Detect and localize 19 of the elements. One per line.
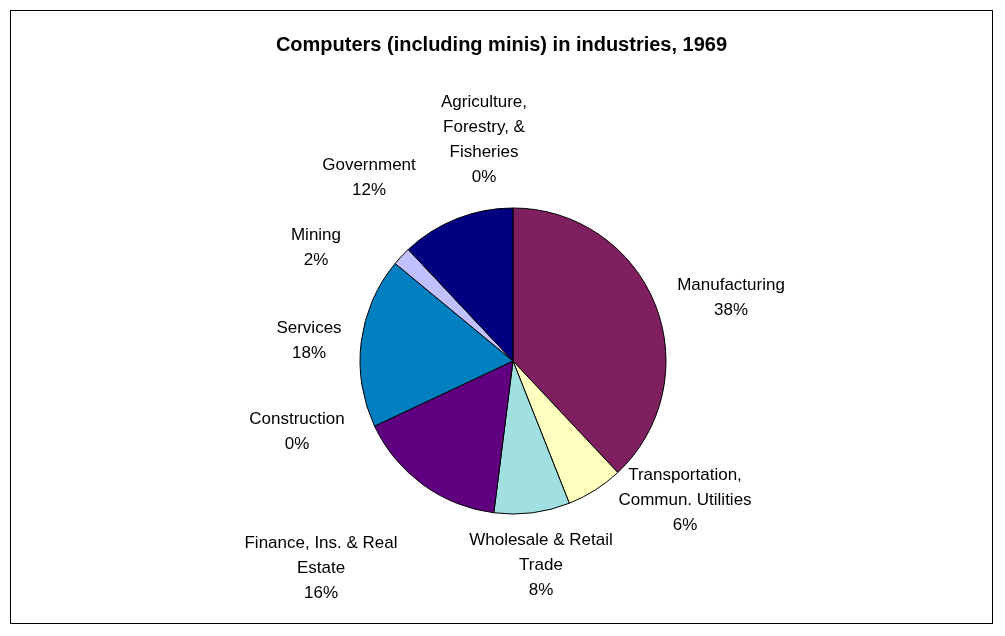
chart-title: Computers (including minis) in industries, 1969: [275, 33, 728, 55]
data-label: 12%: [351, 180, 387, 199]
slice-label: Services: [276, 318, 342, 337]
text: 0%: [284, 434, 310, 453]
slice-label: Manufacturing: [677, 275, 785, 294]
data-label: 6%: [672, 514, 698, 534]
slice-label: Government: [322, 155, 417, 174]
category-label: Construction: [249, 409, 345, 428]
data-label: 38%: [713, 300, 749, 319]
data-label: 8%: [528, 579, 554, 599]
text: 0%: [471, 167, 497, 186]
slice-label: Finance, Ins. & Real Estate: [244, 532, 398, 577]
data-label: 2%: [303, 250, 329, 269]
slice-label: Transportation, Commun. Utilities: [618, 464, 752, 509]
data-label: 18%: [291, 343, 327, 362]
data-label: 16%: [303, 582, 339, 602]
slice-label: Wholesale & Retail Trade: [469, 529, 613, 574]
category-label: Agriculture, Forestry, & Fisheries: [441, 92, 527, 161]
slice-label: Mining: [290, 225, 342, 244]
